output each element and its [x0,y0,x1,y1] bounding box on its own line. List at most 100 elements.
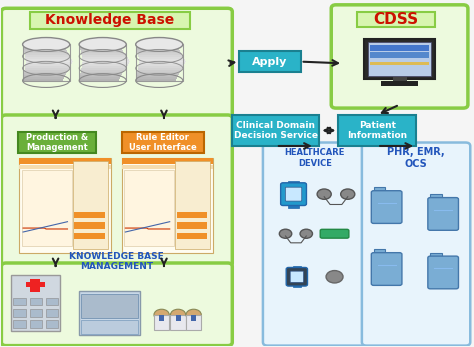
Bar [46,309,58,316]
Bar [370,62,429,65]
Bar [138,64,184,66]
Bar [25,68,69,70]
Bar [357,12,435,27]
Bar [137,46,178,48]
Bar [24,50,67,52]
FancyBboxPatch shape [1,263,232,346]
Bar [26,282,45,287]
Bar [159,315,164,321]
Bar [121,165,213,169]
Bar [24,73,66,75]
Bar [80,73,122,75]
Bar [381,81,419,86]
Bar [26,64,71,66]
Ellipse shape [79,37,126,51]
Bar [82,61,130,62]
Bar [19,158,111,253]
Bar [370,45,429,51]
Bar [136,77,177,79]
Text: Rule Editor
User Interface: Rule Editor User Interface [129,133,197,152]
Bar [293,266,301,269]
Bar [368,42,431,76]
Bar [80,77,120,79]
Bar [430,194,442,200]
Bar [23,46,65,48]
Bar [26,62,72,64]
Bar [26,57,71,59]
Bar [138,66,183,68]
Bar [24,71,67,73]
Bar [121,158,213,164]
Bar [175,161,210,249]
Bar [25,55,70,57]
Bar [121,158,213,253]
Text: Clinical Domain
Decision Service: Clinical Domain Decision Service [234,121,318,140]
Bar [175,315,181,321]
Bar [139,62,185,64]
Bar [81,68,126,70]
FancyBboxPatch shape [428,197,458,230]
Bar [293,284,301,287]
Bar [239,51,301,72]
FancyBboxPatch shape [290,271,303,282]
Bar [80,75,121,77]
Bar [19,158,111,164]
Bar [82,55,127,57]
Bar [177,212,207,218]
Text: CDSS: CDSS [374,12,419,27]
FancyBboxPatch shape [320,229,349,238]
Circle shape [279,229,292,238]
Bar [23,44,70,81]
Bar [13,320,26,328]
Circle shape [171,309,186,320]
Bar [137,75,178,77]
Text: Production &
Management: Production & Management [26,133,88,152]
Bar [374,249,385,255]
Bar [80,44,120,46]
FancyBboxPatch shape [371,253,402,285]
FancyBboxPatch shape [371,191,402,223]
Bar [23,77,64,79]
Bar [138,53,182,55]
Text: Knowledge Base: Knowledge Base [45,13,174,27]
Bar [24,52,68,53]
Circle shape [317,189,331,199]
FancyBboxPatch shape [263,143,366,346]
Bar [30,279,40,293]
Bar [18,132,96,153]
Bar [22,170,72,246]
Bar [137,73,179,75]
Bar [139,59,185,61]
Bar [370,52,429,58]
FancyBboxPatch shape [428,256,458,289]
Bar [81,70,125,71]
Bar [79,79,119,81]
FancyBboxPatch shape [331,5,468,108]
Bar [46,298,58,305]
Circle shape [326,271,343,283]
Bar [11,275,60,331]
Bar [26,61,73,62]
Bar [121,132,204,153]
Bar [13,298,26,305]
Bar [136,44,177,46]
FancyBboxPatch shape [362,143,470,346]
Bar [79,290,140,335]
Bar [82,57,128,59]
Bar [288,181,299,185]
Bar [23,44,64,46]
Bar [23,79,63,81]
FancyBboxPatch shape [285,187,302,201]
Bar [82,64,128,66]
Bar [177,222,207,229]
Bar [25,53,69,55]
Text: KNOWLEDGE BASE
MANAGEMENT: KNOWLEDGE BASE MANAGEMENT [70,252,164,271]
Bar [25,66,70,68]
FancyBboxPatch shape [1,8,232,118]
Bar [177,233,207,239]
Bar [374,187,385,194]
Bar [82,59,129,61]
Circle shape [154,309,169,320]
Circle shape [341,189,355,199]
Bar [46,320,58,328]
